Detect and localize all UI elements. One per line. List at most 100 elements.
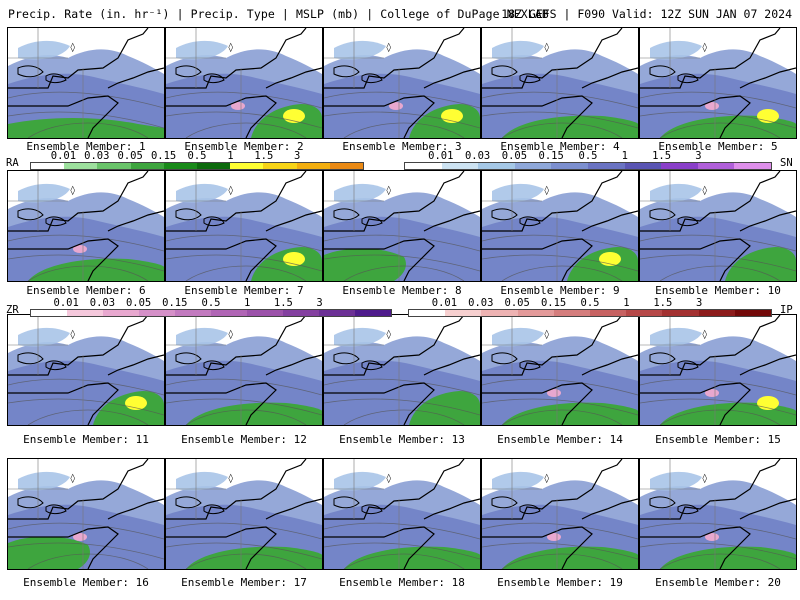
legend-tick-label: 0.05 xyxy=(117,150,143,162)
precip-map: ◊ xyxy=(640,171,796,281)
legend-color-swatch xyxy=(626,310,663,316)
legend-tick-label: 0.15 xyxy=(150,150,177,162)
precip-map: ◊ xyxy=(8,315,164,425)
precip-map: ◊ xyxy=(8,171,164,281)
svg-text:◊: ◊ xyxy=(702,329,707,340)
precip-map: ◊ xyxy=(166,459,322,569)
legend-tick-label: 1.5 xyxy=(652,150,672,162)
freezing-rain-legend-ticks: 0.01 0.03 0.05 0.15 0.5 1 1.5 3 xyxy=(30,297,392,309)
legend-color-swatch xyxy=(481,310,518,316)
ensemble-member-label: Ensemble Member: 18 xyxy=(339,576,465,589)
legend-color-swatch xyxy=(130,163,164,169)
precip-map: ◊ xyxy=(324,28,480,138)
ensemble-member-label: Ensemble Member: 3 xyxy=(342,140,462,153)
svg-text:◊: ◊ xyxy=(544,329,549,340)
svg-text:◊: ◊ xyxy=(544,42,549,53)
ensemble-member-label: Ensemble Member: 17 xyxy=(181,576,307,589)
legend-tick-label: 1 xyxy=(244,297,251,309)
legend-tick-label: 0.01 xyxy=(50,150,77,162)
svg-text:◊: ◊ xyxy=(386,329,391,340)
svg-text:◊: ◊ xyxy=(544,185,549,196)
legend-color-swatch xyxy=(175,310,211,316)
svg-text:◊: ◊ xyxy=(702,42,707,53)
precip-map: ◊ xyxy=(482,171,638,281)
ensemble-map-panel: ◊ xyxy=(481,458,639,570)
ensemble-map-panel: ◊ xyxy=(639,170,797,282)
ensemble-map-panel: ◊ xyxy=(165,458,323,570)
legend-color-swatch xyxy=(296,163,330,169)
precip-map: ◊ xyxy=(482,28,638,138)
precip-map: ◊ xyxy=(640,28,796,138)
ensemble-map-panel: ◊ xyxy=(7,314,165,426)
legend-tick-label: 0.03 xyxy=(89,297,116,309)
legend-tick-label: 3 xyxy=(294,150,301,162)
precip-map: ◊ xyxy=(166,28,322,138)
legend-color-swatch xyxy=(478,163,515,169)
ensemble-map-panel: ◊ xyxy=(639,314,797,426)
precip-map: ◊ xyxy=(640,315,796,425)
svg-text:◊: ◊ xyxy=(228,42,233,53)
ensemble-member-label: Ensemble Member: 20 xyxy=(655,576,781,589)
ensemble-member-label: Ensemble Member: 9 xyxy=(500,284,620,297)
legend-tick-label: 0.05 xyxy=(501,150,528,162)
legend-color-swatch xyxy=(329,163,364,169)
svg-text:◊: ◊ xyxy=(228,185,233,196)
legend-tick-label: 1 xyxy=(621,150,628,162)
legend-color-swatch xyxy=(139,310,175,316)
legend-tick-label: 3 xyxy=(316,297,323,309)
svg-text:◊: ◊ xyxy=(386,473,391,484)
legend-color-swatch xyxy=(624,163,662,169)
legend-color-swatch xyxy=(355,310,391,316)
ensemble-member-label: Ensemble Member: 10 xyxy=(655,284,781,297)
ensemble-member-label: Ensemble Member: 15 xyxy=(655,433,781,446)
ice-pellets-legend-code: IP xyxy=(780,304,793,316)
svg-text:◊: ◊ xyxy=(702,185,707,196)
legend-tick-label: 1 xyxy=(623,297,630,309)
legend-color-swatch xyxy=(31,310,67,316)
precip-map: ◊ xyxy=(324,315,480,425)
legend-color-swatch xyxy=(409,310,446,316)
legend-color-swatch xyxy=(319,310,355,316)
ensemble-map-panel: ◊ xyxy=(323,458,481,570)
svg-text:◊: ◊ xyxy=(70,329,75,340)
legend-color-swatch xyxy=(553,310,591,316)
svg-text:◊: ◊ xyxy=(228,473,233,484)
ensemble-map-panel: ◊ xyxy=(165,314,323,426)
svg-text:◊: ◊ xyxy=(386,42,391,53)
ensemble-member-label: Ensemble Member: 13 xyxy=(339,433,465,446)
svg-text:◊: ◊ xyxy=(70,42,75,53)
legend-color-swatch xyxy=(734,310,772,316)
precip-map: ◊ xyxy=(8,459,164,569)
legend-color-swatch xyxy=(441,163,479,169)
legend-tick-label: 0.15 xyxy=(540,297,567,309)
legend-tick-label: 1.5 xyxy=(254,150,274,162)
ensemble-map-panel: ◊ xyxy=(165,170,323,282)
rain-legend-code: RA xyxy=(6,157,19,169)
legend-tick-label: 0.01 xyxy=(53,297,79,309)
legend-color-swatch xyxy=(64,163,98,169)
legend-tick-label: 0.03 xyxy=(468,297,494,309)
svg-text:◊: ◊ xyxy=(70,185,75,196)
snow-legend-ticks: 0.01 0.03 0.05 0.15 0.5 1 1.5 3 xyxy=(404,150,772,162)
legend-tick-label: 0.15 xyxy=(162,297,188,309)
precip-map: ◊ xyxy=(324,171,480,281)
legend-tick-label: 1.5 xyxy=(273,297,293,309)
legend-tick-label: 0.01 xyxy=(431,297,458,309)
legend-color-swatch xyxy=(263,163,297,169)
legend-color-swatch xyxy=(163,163,198,169)
legend-color-swatch xyxy=(587,163,625,169)
ensemble-map-panel: ◊ xyxy=(323,170,481,282)
legend-color-swatch xyxy=(103,310,139,316)
ensemble-map-panel: ◊ xyxy=(639,27,797,139)
ensemble-member-label: Ensemble Member: 11 xyxy=(23,433,149,446)
legend-tick-label: 0.5 xyxy=(578,150,598,162)
ensemble-member-label: Ensemble Member: 4 xyxy=(500,140,620,153)
legend-tick-label: 0.01 xyxy=(428,150,454,162)
precip-map: ◊ xyxy=(482,459,638,569)
ensemble-map-panel: ◊ xyxy=(481,314,639,426)
legend-tick-label: 0.5 xyxy=(201,297,221,309)
precip-map: ◊ xyxy=(482,315,638,425)
freezing-rain-legend-bar xyxy=(30,309,392,317)
ensemble-member-label: Ensemble Member: 16 xyxy=(23,576,149,589)
rain-legend-bar xyxy=(30,162,364,170)
